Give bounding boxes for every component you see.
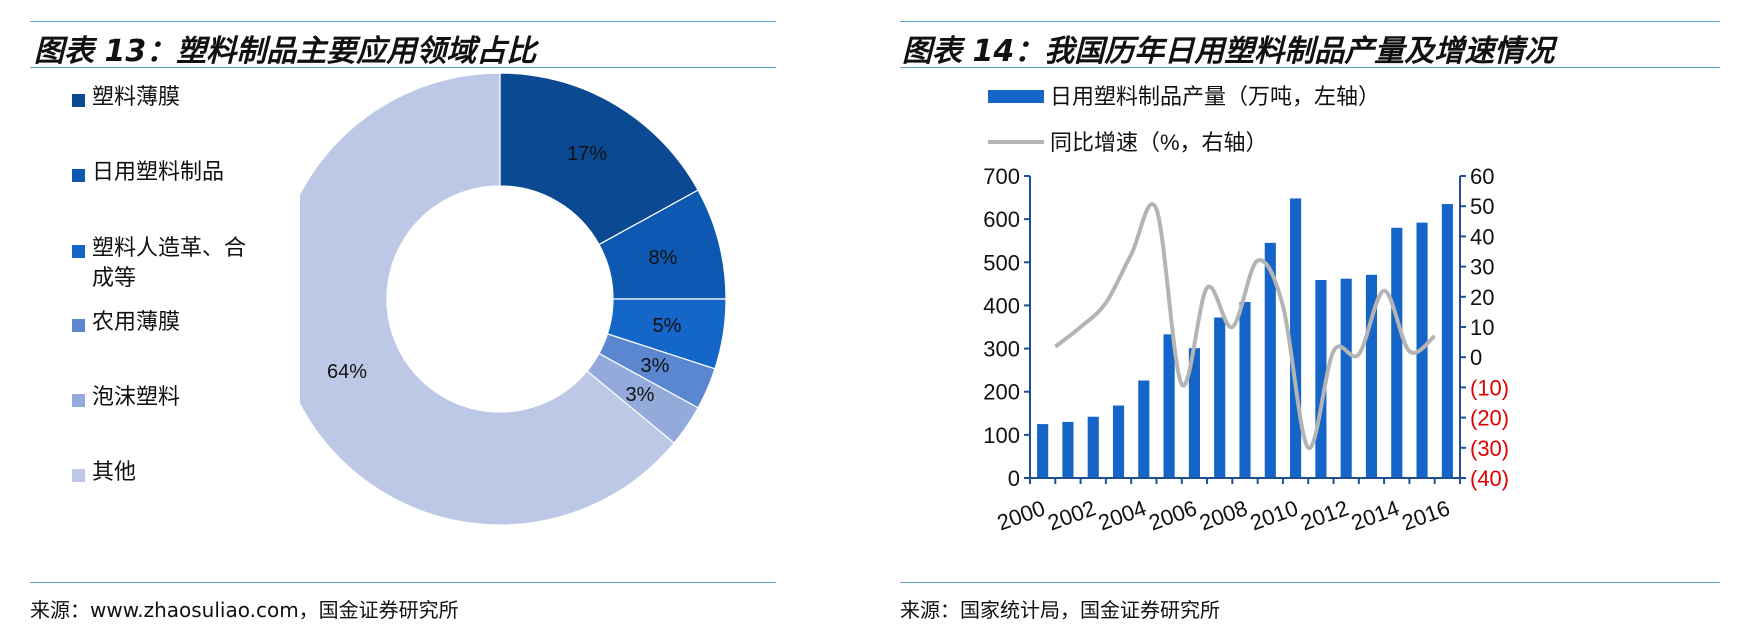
right-tick-label: (20) (1470, 406, 1509, 431)
left-chart-title: 图表 13：塑料制品主要应用领域占比 (34, 34, 537, 69)
right-tick-label: 10 (1470, 315, 1494, 340)
left-title-top-rule (30, 21, 776, 22)
legend-label: 日用塑料制品 (92, 160, 225, 185)
right-title-top-rule (900, 21, 1720, 22)
left-tick-label: 200 (983, 380, 1020, 405)
legend-label: 塑料人造革、合 (92, 236, 247, 261)
legend-swatch (72, 319, 85, 332)
right-tick-label: 20 (1470, 285, 1494, 310)
left-source-rule (30, 582, 776, 583)
donut-slice (499, 72, 699, 246)
x-tick-label: 2000 (994, 495, 1049, 535)
legend-swatch (72, 94, 85, 107)
bar (1062, 421, 1074, 478)
legend-item: 塑料薄膜 (72, 83, 302, 113)
bar (1340, 278, 1352, 478)
left-tick-label: 600 (983, 207, 1020, 232)
legend-swatch (72, 469, 85, 482)
bar (1112, 405, 1125, 478)
donut-data-label: 5% (653, 315, 682, 337)
bar (1441, 204, 1453, 479)
right-tick-label: 50 (1470, 194, 1494, 219)
legend-item: 塑料人造革、合 成等 (72, 234, 302, 294)
legend-swatch (72, 169, 85, 182)
left-tick-label: 700 (983, 164, 1020, 189)
right-tick-label: (30) (1470, 436, 1509, 461)
x-tick-label: 2004 (1095, 495, 1150, 535)
bar (1239, 301, 1251, 478)
x-tick-label: 2006 (1146, 495, 1201, 535)
right-chart-title: 图表 14：我国历年日用塑料制品产量及增速情况 (902, 34, 1555, 69)
bar (1365, 274, 1378, 478)
donut-data-label: 8% (649, 247, 678, 269)
x-tick-label: 2002 (1044, 495, 1099, 535)
legend-swatch (72, 245, 85, 258)
legend-bar-swatch (988, 90, 1044, 103)
legend-swatch (72, 394, 85, 407)
right-source-rule (900, 582, 1720, 583)
legend-label: 塑料薄膜 (92, 85, 181, 110)
bar (1264, 242, 1276, 478)
left-tick-label: 0 (1008, 466, 1020, 491)
combo-chart: 日用塑料制品产量（万吨，左轴）同比增速（%，右轴）010020030040050… (983, 84, 1509, 535)
x-tick-label: 2016 (1399, 495, 1454, 535)
legend-label: 成等 (92, 266, 137, 291)
donut-data-label: 3% (641, 355, 670, 377)
right-title-bottom-rule (900, 67, 1720, 68)
donut-slice (300, 72, 675, 526)
right-tick-label: 30 (1470, 255, 1494, 280)
x-tick-label: 2014 (1348, 495, 1403, 535)
bar (1163, 334, 1175, 478)
donut-data-label: 64% (327, 361, 367, 383)
legend-bar-label: 日用塑料制品产量（万吨，左轴） (1050, 84, 1380, 109)
left-tick-label: 400 (983, 293, 1020, 318)
right-tick-label: (40) (1470, 466, 1509, 491)
legend-item: 日用塑料制品 (72, 158, 302, 188)
bar (1391, 227, 1403, 478)
legend-label: 农用薄膜 (92, 310, 181, 335)
legend-label: 其他 (92, 460, 137, 485)
x-tick-label: 2012 (1297, 495, 1352, 535)
donut-data-label: 17% (567, 143, 607, 165)
left-title-bottom-rule (30, 67, 776, 68)
legend-line-label: 同比增速（%，右轴） (1050, 130, 1268, 155)
left-tick-label: 300 (983, 337, 1020, 362)
left-source: 来源：www.zhaosuliao.com，国金证券研究所 (30, 598, 459, 622)
bar (1315, 279, 1327, 478)
x-tick-label: 2010 (1247, 495, 1302, 535)
right-tick-label: 40 (1470, 224, 1494, 249)
bar (1138, 380, 1150, 478)
donut-data-label: 3% (626, 384, 655, 406)
bar (1214, 317, 1226, 478)
bar (1087, 416, 1099, 478)
left-tick-label: 100 (983, 423, 1020, 448)
bar (1290, 198, 1302, 479)
x-tick-label: 2008 (1196, 495, 1251, 535)
legend-label: 泡沫塑料 (92, 385, 181, 410)
bar (1037, 424, 1049, 478)
legend-item: 其他 (72, 458, 302, 488)
legend-item: 农用薄膜 (72, 308, 302, 338)
right-source: 来源：国家统计局，国金证券研究所 (900, 598, 1220, 622)
donut-chart: 17% 8% 5% 3% 3% 64% (300, 72, 727, 526)
legend-item: 泡沫塑料 (72, 383, 302, 413)
bar (1188, 348, 1200, 478)
right-tick-label: (10) (1470, 375, 1509, 400)
left-tick-label: 500 (983, 250, 1020, 275)
growth-line (1054, 202, 1437, 450)
right-tick-label: 0 (1470, 345, 1482, 370)
right-tick-label: 60 (1470, 164, 1494, 189)
